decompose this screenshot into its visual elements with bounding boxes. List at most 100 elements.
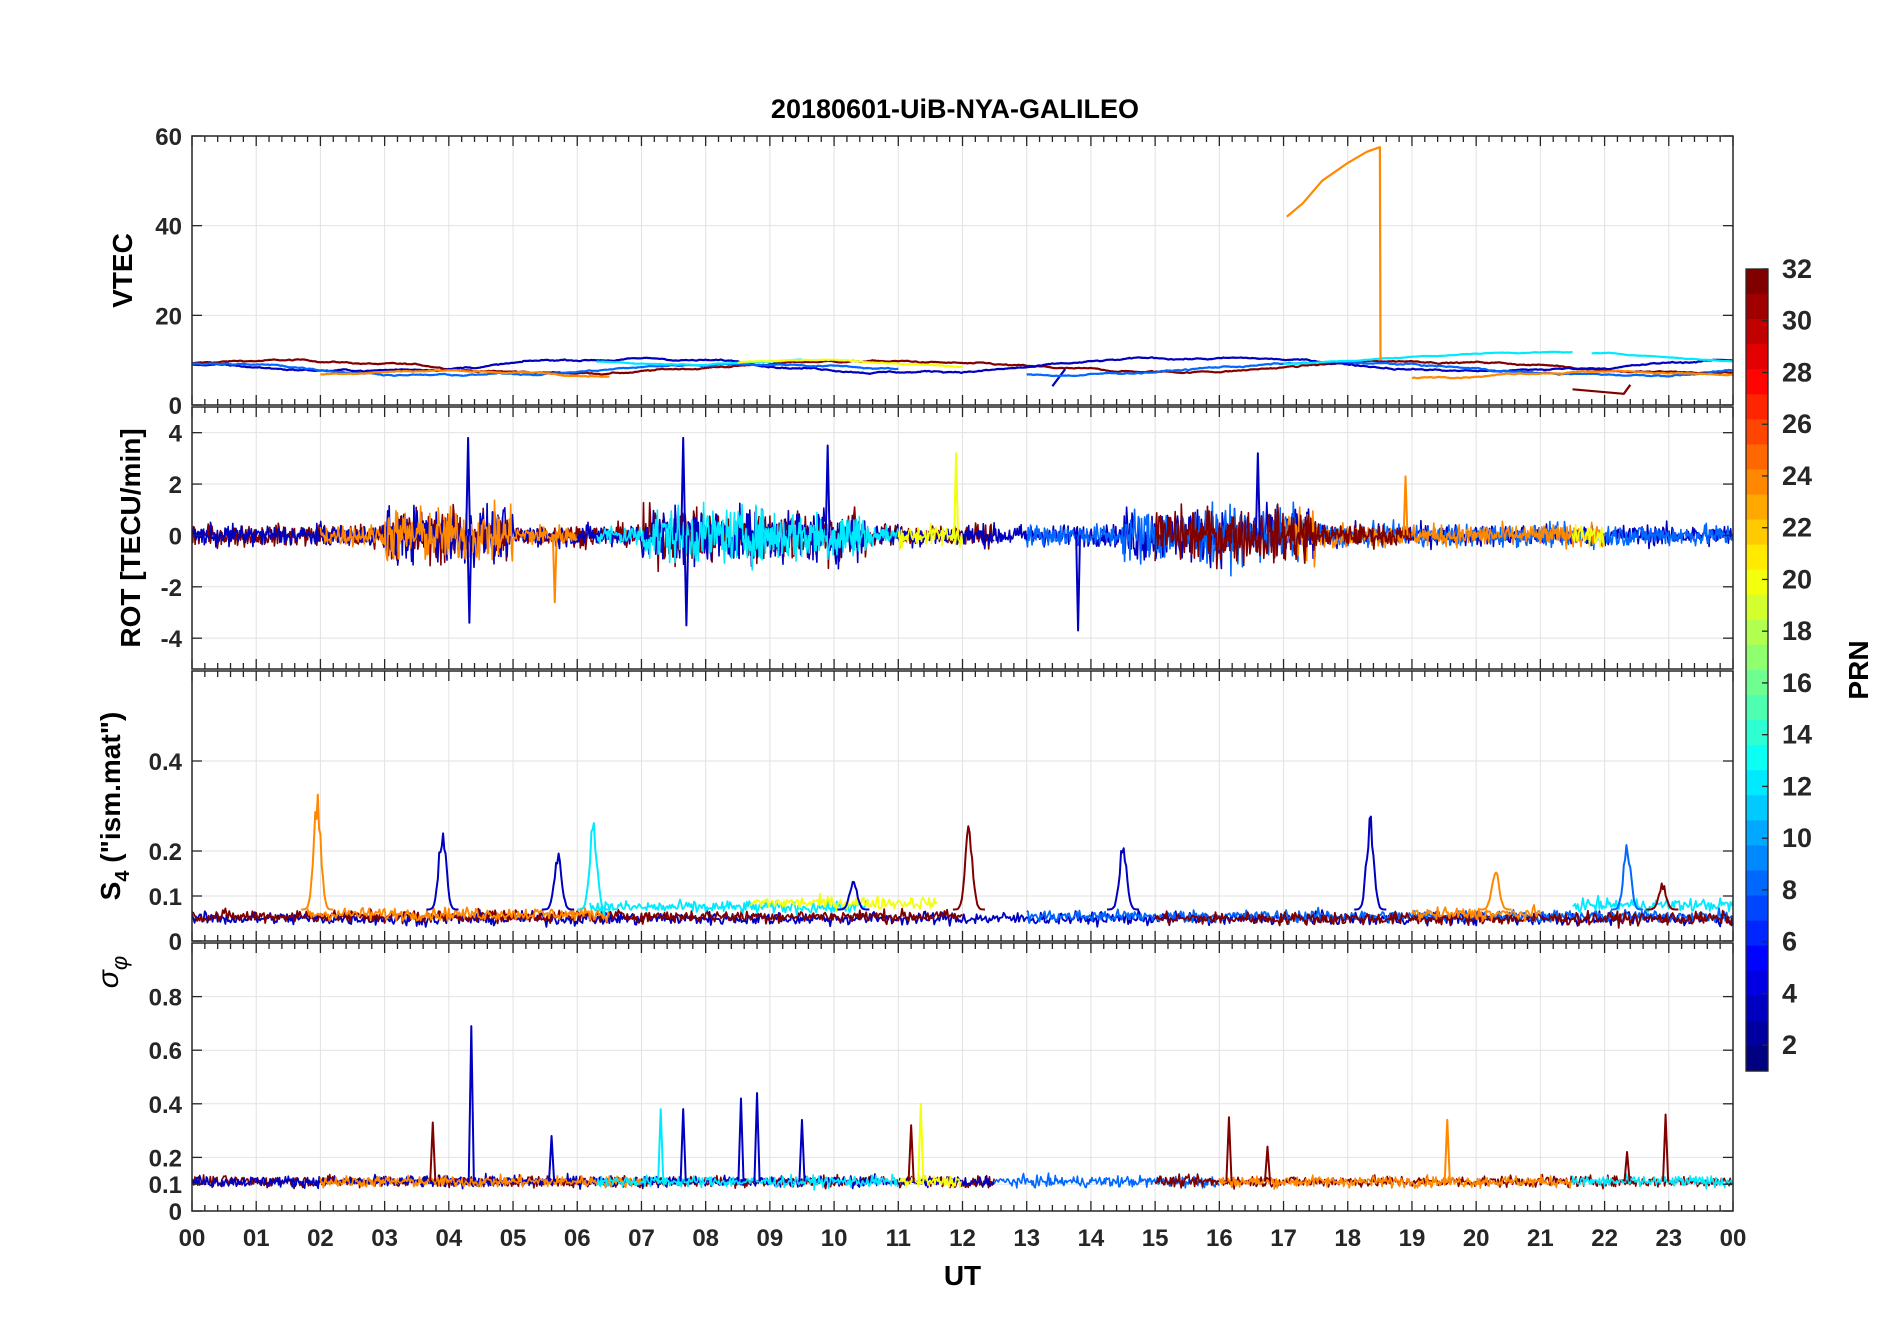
colorbar-segment [1746,344,1768,370]
x-tick-label: 01 [243,1225,270,1252]
colorbar-segment [1746,494,1768,521]
x-tick-label: 22 [1591,1225,1618,1252]
colorbar-tick-label: 8 [1782,875,1797,905]
colorbar-segment [1746,569,1768,596]
x-tick-label: 19 [1399,1225,1426,1252]
series-line [1591,351,1733,363]
colorbar-tick-label: 20 [1782,564,1812,594]
colorbar-segment [1746,845,1768,872]
colorbar-segment [1746,369,1768,395]
x-tick-label: 17 [1270,1225,1297,1252]
x-tick-label: 14 [1078,1225,1105,1252]
y-tick-label: 0 [169,1199,182,1226]
colorbar-segment [1746,619,1768,646]
x-tick-label: 21 [1527,1225,1554,1252]
x-ticks [191,943,1734,1211]
series-line [897,522,963,551]
series-line [737,358,963,368]
y-tick-label: 0.1 [149,1172,182,1199]
colorbar-segment [1746,594,1768,621]
rot-spike [953,452,960,536]
rot-spike [1402,475,1409,536]
colorbar-frame [1745,268,1769,1072]
sigma-peak [467,1025,475,1182]
x-tick-label: 02 [307,1225,334,1252]
y-tick-label: -4 [161,626,183,653]
series-line [1571,1173,1733,1190]
x-ticks [191,671,1734,941]
colorbar-label: PRN [1843,640,1874,699]
x-tick-label: 00 [179,1225,206,1252]
y-tick-label: 60 [155,124,182,151]
x-ticks [191,136,1734,405]
colorbar-segment [1746,995,1768,1022]
series-group [192,793,1733,929]
y-tick-label: 4 [169,421,183,448]
colorbar-segment [1746,695,1768,721]
y-tick-label: -2 [161,575,182,602]
s4-peak [1479,871,1512,911]
y-tick-label: 0 [169,523,182,550]
x-tick-label: 08 [692,1225,719,1252]
rot-spike [551,535,558,604]
colorbar-segment [1746,920,1768,947]
x-tick-label: 04 [435,1225,462,1252]
x-tick-label: 11 [886,1225,911,1252]
colorbar-tick-label: 16 [1782,668,1812,698]
sigma-peak [679,1108,687,1182]
sigma-peak [1225,1116,1233,1182]
series-line [1286,146,1382,361]
colorbar-segment [1746,394,1768,420]
colorbar-segment [1746,319,1768,345]
colorbar-segment [1746,795,1768,821]
colorbar-tick-label: 14 [1782,720,1812,750]
series-line [1154,503,1413,570]
colorbar-segment [1746,895,1768,922]
colorbar-segment [1746,294,1768,320]
x-axis-label: UT [944,1260,981,1291]
colorbar-segment [1746,820,1768,847]
colorbar-segment [1746,419,1768,446]
sigma-peak [1662,1113,1670,1182]
sigma-peak [753,1092,761,1182]
x-tick-label: 15 [1142,1225,1169,1252]
series-line [1411,904,1542,922]
x-tick-label: 06 [564,1225,591,1252]
colorbar-tick-label: 10 [1782,823,1812,853]
series-group [192,1025,1733,1191]
rot-spike [683,535,690,627]
y-tick-label: 0 [169,393,182,420]
x-tick-label: 13 [1013,1225,1040,1252]
colorbar-tick-label: 2 [1782,1030,1797,1060]
series-line [320,368,610,378]
s4-peak [426,832,459,911]
colorbar-segment [1746,1045,1768,1072]
series-line [1026,360,1733,378]
x-tick-label: 23 [1655,1225,1682,1252]
y-tick-label: 0.2 [149,1145,182,1172]
series-line [306,906,611,923]
sigma-peak [547,1134,556,1182]
s4-peak [577,822,610,911]
colorbar-tick-label: 6 [1782,927,1797,957]
sigma-peak [429,1121,437,1182]
colorbar-segment [1746,644,1768,671]
x-tick-label: 09 [757,1225,784,1252]
series-line [319,1173,642,1189]
sigma-peak [907,1124,915,1182]
series-line [1154,909,1733,929]
colorbar-segment [1746,770,1768,796]
x-tick-label: 18 [1334,1225,1361,1252]
series-line [192,909,1733,928]
colorbar-segment [1746,745,1768,771]
x-tick-label: 10 [821,1225,848,1252]
y-tick-label: 20 [155,303,182,330]
rot-spike [680,436,687,536]
colorbar-segment [1746,469,1768,496]
colorbar-tick-label: 18 [1782,616,1812,646]
colorbar-tick-label: 4 [1782,978,1797,1008]
colorbar-segment [1746,945,1768,972]
y-tick-label: 0.8 [149,985,182,1012]
